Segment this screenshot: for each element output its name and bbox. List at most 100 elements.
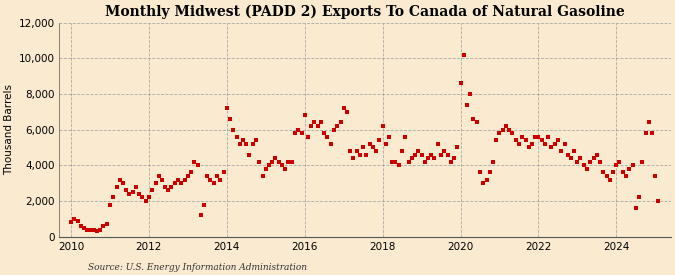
Point (150, 181, 161, 185)
Point (559, 142, 570, 146)
Point (261, 167, 271, 171)
Point (92, 229, 103, 233)
Point (491, 138, 502, 142)
Point (88, 228, 99, 233)
Point (429, 156, 440, 160)
Point (426, 152, 437, 157)
Point (234, 142, 245, 146)
Point (192, 163, 203, 167)
Point (539, 142, 550, 146)
Point (82, 227, 92, 232)
Point (562, 152, 573, 157)
Point (121, 188, 132, 192)
Point (176, 181, 186, 185)
Point (76, 224, 86, 228)
Point (494, 131, 505, 135)
Point (273, 160, 284, 164)
Point (293, 127, 304, 132)
Point (364, 142, 375, 146)
Y-axis label: Thousand Barrels: Thousand Barrels (4, 84, 14, 175)
Point (458, 53, 469, 57)
Point (153, 174, 164, 178)
Point (387, 160, 398, 164)
Point (144, 195, 155, 200)
Point (481, 177, 492, 182)
Point (380, 142, 391, 146)
Point (423, 156, 433, 160)
Point (471, 120, 482, 125)
Point (485, 170, 495, 175)
Point (611, 163, 622, 167)
Point (507, 131, 518, 135)
Point (585, 160, 595, 164)
Point (345, 149, 356, 153)
Point (439, 149, 450, 153)
Point (413, 149, 424, 153)
Point (306, 124, 317, 128)
Point (618, 170, 628, 175)
Point (331, 124, 342, 128)
Point (163, 188, 173, 192)
Point (452, 145, 463, 150)
Point (497, 127, 508, 132)
Point (238, 138, 248, 142)
Point (487, 160, 498, 164)
Point (189, 160, 200, 164)
Point (608, 170, 618, 175)
Point (169, 181, 180, 185)
Point (504, 127, 514, 132)
Point (478, 181, 489, 185)
Point (111, 185, 122, 189)
Point (604, 177, 615, 182)
Point (296, 131, 307, 135)
Point (199, 202, 210, 207)
Point (280, 167, 291, 171)
Point (254, 160, 265, 164)
Point (620, 174, 631, 178)
Point (403, 160, 414, 164)
Point (578, 163, 589, 167)
Point (419, 160, 430, 164)
Point (329, 127, 340, 132)
Point (510, 138, 521, 142)
Text: Source: U.S. Energy Information Administration: Source: U.S. Energy Information Administ… (88, 263, 306, 272)
Point (85, 228, 96, 233)
Point (312, 124, 323, 128)
Point (319, 131, 329, 135)
Point (348, 156, 359, 160)
Point (180, 177, 190, 182)
Point (643, 120, 654, 125)
Point (462, 102, 472, 107)
Point (552, 138, 563, 142)
Point (228, 127, 239, 132)
Point (377, 124, 388, 128)
Point (244, 152, 254, 157)
Point (338, 106, 349, 110)
Point (342, 109, 352, 114)
Point (400, 134, 410, 139)
Point (316, 120, 327, 125)
Point (257, 174, 268, 178)
Point (465, 92, 476, 96)
Point (367, 145, 378, 150)
Point (468, 117, 479, 121)
Point (410, 152, 421, 157)
Point (390, 160, 401, 164)
Point (361, 152, 372, 157)
Point (322, 134, 333, 139)
Point (95, 227, 105, 232)
Point (108, 195, 119, 200)
Title: Monthly Midwest (PADD 2) Exports To Canada of Natural Gasoline: Monthly Midwest (PADD 2) Exports To Cana… (105, 4, 625, 18)
Point (78, 226, 89, 230)
Point (384, 134, 395, 139)
Point (299, 113, 310, 117)
Point (65, 220, 76, 225)
Point (446, 160, 456, 164)
Point (556, 149, 566, 153)
Point (640, 131, 651, 135)
Point (543, 134, 554, 139)
Point (241, 142, 252, 146)
Point (575, 156, 586, 160)
Point (536, 138, 547, 142)
Point (146, 188, 157, 192)
